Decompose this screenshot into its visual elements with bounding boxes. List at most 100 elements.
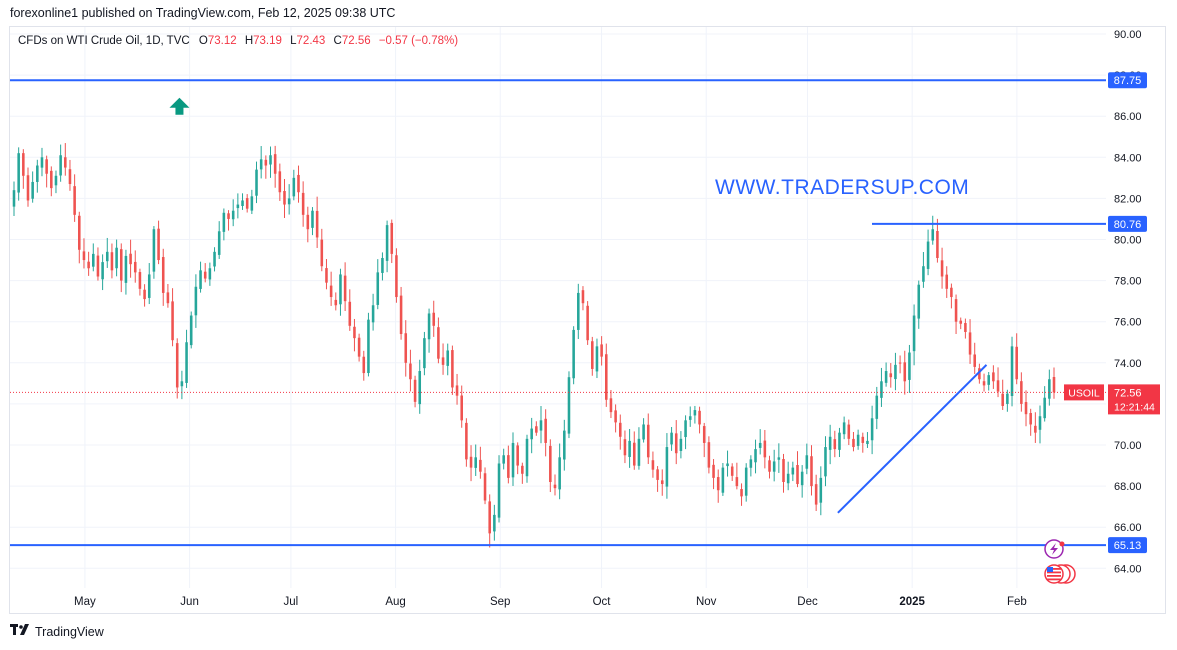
candle-body <box>777 457 781 460</box>
candle-body <box>791 467 795 475</box>
x-tick-label: Jul <box>284 596 299 608</box>
candle-body <box>828 436 832 450</box>
candle-body <box>931 229 935 241</box>
candle-body <box>119 249 123 281</box>
candle-body <box>940 260 944 277</box>
candle-body <box>674 433 678 454</box>
candle-body <box>577 292 580 330</box>
candle-body <box>609 398 613 413</box>
candle-body <box>684 420 687 438</box>
y-tick-label: 78.00 <box>1114 276 1142 288</box>
candle-body <box>1010 346 1014 396</box>
flash-dot <box>1059 541 1065 547</box>
candle-body <box>110 252 114 271</box>
candle-body <box>129 253 132 265</box>
candle-body <box>852 438 855 448</box>
candle-body <box>833 439 837 450</box>
candle-body <box>325 268 328 283</box>
change-value: −0.57 (−0.78%) <box>378 35 459 47</box>
candle-body <box>600 344 603 357</box>
candle-body <box>236 204 240 209</box>
candle-body <box>805 455 809 469</box>
candle-body <box>726 463 729 467</box>
candle-body <box>670 432 673 445</box>
candle-body <box>367 319 370 374</box>
candle-body <box>152 229 156 272</box>
candle-body <box>912 315 916 352</box>
tradingview-logo[interactable]: TradingView <box>10 624 104 639</box>
candle-body <box>889 373 893 378</box>
flash-bolt <box>1050 543 1058 555</box>
candle-body <box>474 457 477 468</box>
candle-body <box>642 424 645 440</box>
candle-body <box>1034 425 1037 433</box>
candle-body <box>362 356 366 374</box>
candle-body <box>59 155 62 176</box>
candle-body <box>623 439 627 456</box>
candle-body <box>735 477 739 487</box>
candle-body <box>581 290 585 304</box>
candle-body <box>348 301 352 326</box>
candle-body <box>1043 397 1046 419</box>
candle-body <box>744 467 748 496</box>
low-label: L <box>290 35 297 47</box>
candle-body <box>749 459 753 468</box>
candle-body <box>105 251 109 262</box>
candle-body <box>987 375 990 385</box>
candle-body <box>479 459 482 472</box>
candle-body <box>814 484 818 505</box>
symbol-price-label-box <box>1064 384 1104 401</box>
low-value: 72.43 <box>296 35 326 47</box>
candle-body <box>796 464 799 485</box>
y-tick-label: 82.00 <box>1114 193 1142 205</box>
candle-body <box>203 271 207 279</box>
candle-body <box>166 292 170 304</box>
candle-body <box>1052 377 1056 393</box>
candle-body <box>870 418 874 441</box>
level-label-box <box>1108 537 1147 554</box>
candle-body <box>950 287 953 298</box>
candle-body <box>838 432 841 450</box>
tradingview-brand: TradingView <box>35 624 104 639</box>
candle-body <box>712 464 715 478</box>
us-flag-event-icon <box>1044 564 1076 584</box>
candle-body <box>320 239 324 267</box>
candle-body <box>539 420 543 431</box>
x-tick-label: Feb <box>1007 596 1027 608</box>
candle-body <box>138 272 142 289</box>
candle-body <box>40 157 44 168</box>
candle-body <box>376 272 380 305</box>
y-tick-label: 70.00 <box>1114 440 1142 452</box>
time-axis: May Jun Jul Aug Sep Oct Nov Dec 2025 Feb <box>74 596 1027 608</box>
candle-body <box>917 284 921 319</box>
y-tick-label: 74.00 <box>1114 358 1142 370</box>
candle-body <box>36 165 39 182</box>
candle-body <box>730 466 734 476</box>
flag-stripe <box>1047 568 1061 570</box>
candle-body <box>82 251 86 261</box>
x-tick-label: Aug <box>385 596 405 608</box>
last-price-box <box>1108 384 1160 415</box>
flag-stripe <box>1047 578 1061 581</box>
candle-body <box>269 155 272 165</box>
y-tick-label: 90.00 <box>1114 29 1142 41</box>
candle-body <box>875 395 879 419</box>
candle-body <box>810 456 813 487</box>
candle-body <box>87 261 90 269</box>
candle-body <box>311 210 314 228</box>
candle-body <box>418 371 422 405</box>
candle-body <box>371 305 375 323</box>
candle-body <box>530 428 533 440</box>
candle-body <box>180 381 184 387</box>
candle-body <box>465 422 468 460</box>
candle-body <box>292 177 296 197</box>
candle-body <box>567 377 571 434</box>
candle-body <box>982 381 986 386</box>
candle-body <box>605 354 608 400</box>
candle-body <box>17 153 20 193</box>
candle-body <box>409 363 412 380</box>
candle-body <box>758 442 762 448</box>
candle-body <box>124 255 128 283</box>
candle-body <box>390 222 394 254</box>
